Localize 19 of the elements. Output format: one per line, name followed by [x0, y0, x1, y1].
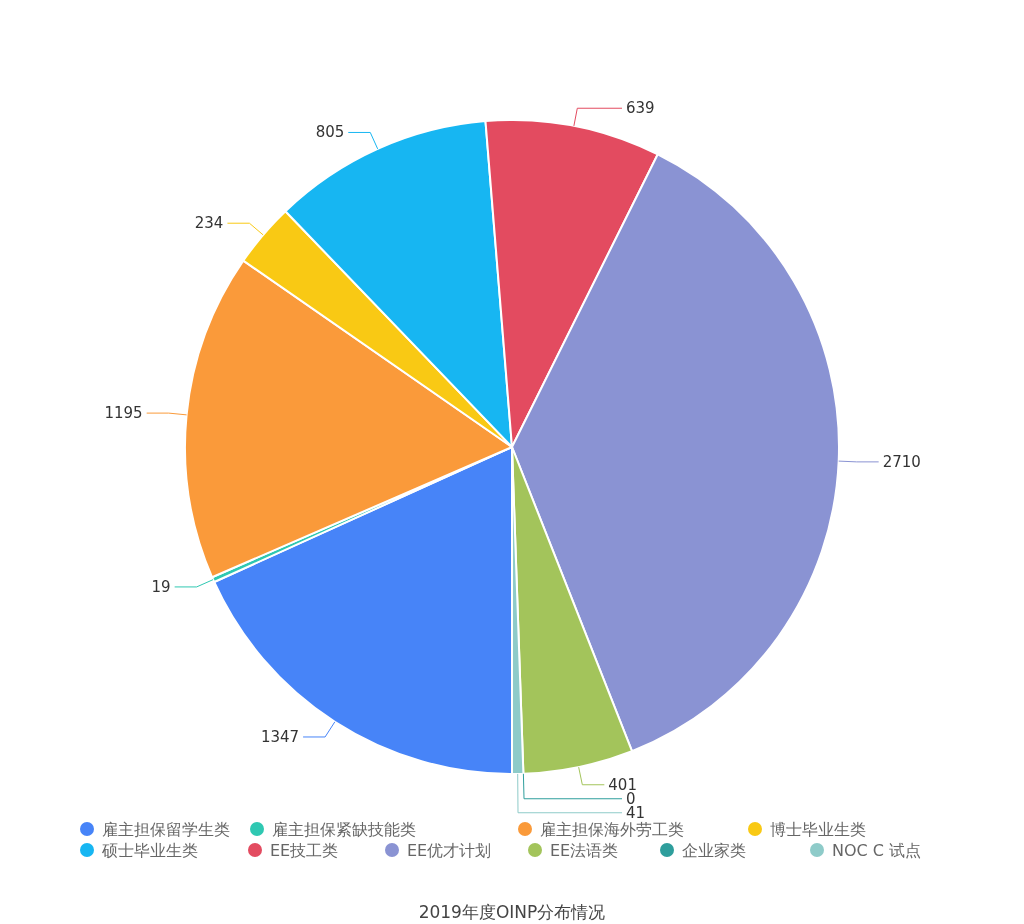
data-label: 805 [315, 123, 345, 142]
legend-label: 雇主担保紧缺技能类 [272, 820, 416, 839]
legend-label: NOC C 试点 [832, 841, 922, 860]
legend-label: 硕士毕业生类 [101, 841, 198, 860]
data-label: 41 [626, 803, 646, 822]
text: 2019年度OINP分布情况 [418, 902, 606, 922]
legend-label: EE技工类 [270, 841, 339, 860]
data-label: 1347 [260, 727, 300, 746]
data-label: 639 [626, 99, 655, 118]
legend-label: 博士毕业生类 [770, 820, 866, 839]
legend-label: EE优才计划 [407, 841, 492, 860]
legend-label: 雇主担保海外劳工类 [540, 820, 684, 839]
legend-label: 雇主担保留学生类 [102, 820, 230, 839]
data-label: 19 [151, 577, 171, 596]
data-label: 1195 [104, 404, 143, 423]
data-label: 2710 [882, 452, 921, 471]
data-label: 234 [194, 214, 224, 233]
legend-label: EE法语类 [550, 841, 619, 860]
legend-label: 企业家类 [682, 841, 746, 860]
